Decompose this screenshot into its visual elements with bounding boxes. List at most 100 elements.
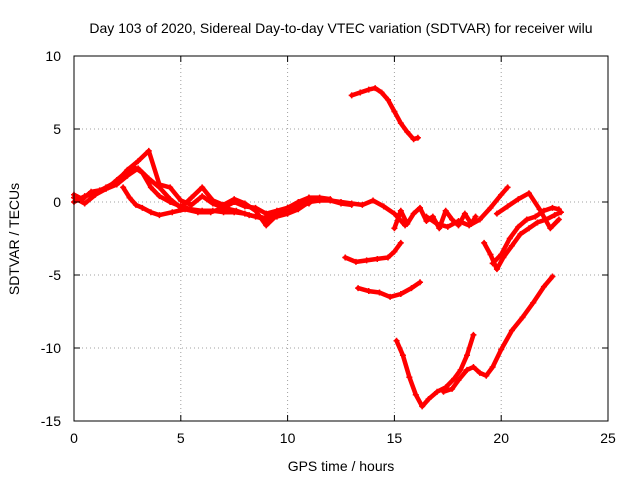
data-point bbox=[391, 210, 398, 217]
x-tick-label: 5 bbox=[177, 430, 185, 446]
data-point bbox=[487, 251, 494, 258]
data-point bbox=[489, 260, 496, 267]
data-point bbox=[327, 196, 334, 203]
data-point bbox=[404, 220, 411, 227]
data-point bbox=[387, 293, 394, 300]
y-tick-label: -5 bbox=[49, 267, 62, 283]
data-point bbox=[391, 225, 398, 232]
grid-layer bbox=[74, 56, 608, 421]
data-point bbox=[169, 209, 176, 216]
data-point bbox=[113, 178, 120, 185]
x-tick-label: 10 bbox=[280, 430, 296, 446]
data-point bbox=[440, 388, 447, 395]
data-point bbox=[530, 299, 537, 306]
data-point bbox=[92, 190, 99, 197]
data-point bbox=[555, 206, 562, 213]
data-point bbox=[147, 209, 154, 216]
data-point bbox=[457, 366, 464, 373]
data-point bbox=[549, 273, 556, 280]
data-point bbox=[147, 184, 154, 191]
plot-frame bbox=[73, 55, 609, 422]
data-point bbox=[348, 201, 355, 208]
data-point bbox=[384, 254, 391, 261]
data-point bbox=[517, 231, 524, 238]
data-point bbox=[378, 89, 385, 96]
x-tick-label: 20 bbox=[493, 430, 509, 446]
data-point bbox=[483, 372, 490, 379]
data-point bbox=[188, 194, 195, 201]
data-point bbox=[397, 120, 404, 127]
data-point bbox=[156, 212, 163, 219]
data-point bbox=[498, 191, 505, 198]
data-point bbox=[305, 200, 312, 207]
data-point bbox=[419, 403, 426, 410]
data-point bbox=[132, 201, 139, 208]
data-point bbox=[252, 204, 259, 211]
data-point bbox=[519, 314, 526, 321]
data-point bbox=[263, 222, 270, 229]
data-point bbox=[384, 96, 391, 103]
data-point bbox=[365, 288, 372, 295]
data-point bbox=[525, 190, 532, 197]
data-point bbox=[466, 222, 473, 229]
data-point bbox=[472, 213, 479, 220]
data-point bbox=[391, 248, 398, 255]
data-point bbox=[348, 92, 355, 99]
data-point bbox=[444, 223, 451, 230]
data-point bbox=[515, 196, 522, 203]
data-point bbox=[464, 352, 471, 359]
data-point bbox=[156, 181, 163, 188]
data-point bbox=[374, 255, 381, 262]
data-point bbox=[393, 337, 400, 344]
data-point bbox=[410, 136, 417, 143]
data-point bbox=[442, 207, 449, 214]
data-point bbox=[359, 201, 366, 208]
data-point bbox=[399, 352, 406, 359]
data-point bbox=[461, 210, 468, 217]
data-point bbox=[231, 199, 238, 205]
data-point bbox=[549, 204, 556, 211]
data-point bbox=[357, 89, 364, 96]
data-point bbox=[532, 213, 539, 220]
data-point bbox=[397, 290, 404, 297]
data-point bbox=[540, 283, 547, 290]
data-point bbox=[81, 200, 88, 207]
data-point bbox=[504, 184, 511, 191]
data-point bbox=[455, 217, 462, 224]
x-tick-label: 25 bbox=[600, 430, 616, 446]
data-point bbox=[455, 377, 462, 384]
data-point bbox=[434, 220, 441, 227]
data-point bbox=[470, 363, 477, 370]
data-point bbox=[295, 201, 302, 208]
data-point bbox=[417, 279, 424, 286]
data-point bbox=[489, 363, 496, 370]
data-point bbox=[156, 193, 163, 200]
data-point bbox=[397, 207, 404, 214]
data-point bbox=[355, 285, 362, 292]
data-point bbox=[209, 200, 216, 207]
data-point bbox=[246, 212, 253, 219]
data-point bbox=[493, 210, 500, 217]
data-point bbox=[177, 197, 184, 204]
data-point bbox=[515, 223, 522, 230]
data-point bbox=[506, 235, 513, 242]
data-point bbox=[434, 388, 441, 395]
data-point bbox=[124, 172, 131, 179]
x-tick-label: 15 bbox=[387, 430, 403, 446]
data-point bbox=[376, 289, 383, 296]
series-layer bbox=[71, 85, 565, 410]
chart-title: Day 103 of 2020, Sidereal Day-to-day VTE… bbox=[89, 20, 592, 36]
data-point bbox=[372, 85, 379, 92]
data-point bbox=[523, 216, 530, 223]
data-point bbox=[199, 193, 206, 200]
y-tick-label: -15 bbox=[41, 413, 61, 429]
series-track-10 bbox=[394, 332, 476, 409]
data-point bbox=[397, 239, 404, 246]
x-axis-label: GPS time / hours bbox=[288, 458, 395, 474]
data-point bbox=[126, 194, 133, 201]
data-point bbox=[182, 206, 189, 213]
data-point bbox=[498, 251, 505, 258]
x-tick-label: 0 bbox=[70, 430, 78, 446]
data-point bbox=[305, 194, 312, 201]
data-point bbox=[476, 369, 483, 376]
